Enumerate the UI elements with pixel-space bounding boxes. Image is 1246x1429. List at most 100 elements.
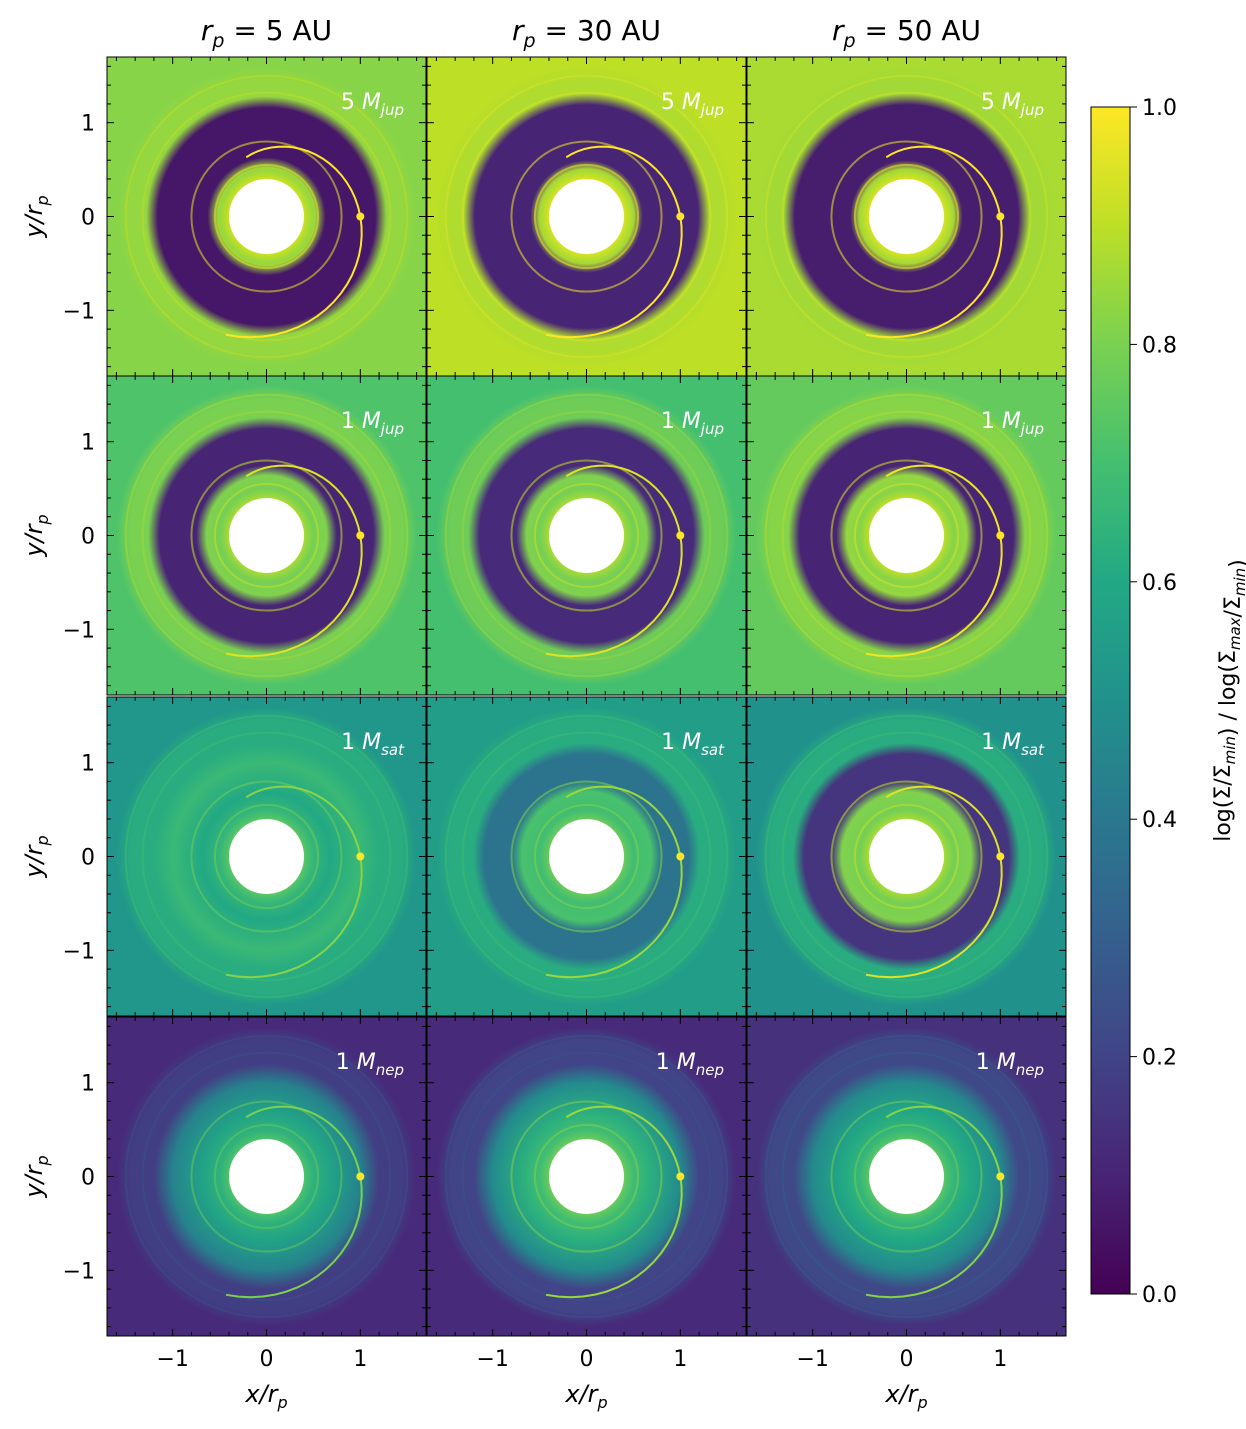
x-axis-label: x/rp bbox=[564, 1380, 607, 1412]
density-ring bbox=[124, 74, 409, 359]
density-ring bbox=[190, 459, 343, 612]
panel-r2-c1 bbox=[427, 697, 746, 1016]
y-axis-label: y/rp bbox=[20, 514, 52, 557]
density-ring bbox=[461, 1051, 712, 1302]
spiral-wake-inner bbox=[885, 1105, 1002, 1177]
mass-label: 1 Mnep bbox=[336, 1050, 404, 1079]
x-axis-label: x/rp bbox=[244, 1380, 287, 1412]
spiral-wake-outer bbox=[225, 1176, 363, 1299]
density-ring bbox=[444, 74, 729, 359]
inner-boundary-hole bbox=[548, 1138, 625, 1215]
colorbar-tick-label: 0.2 bbox=[1142, 1046, 1177, 1071]
planet-marker bbox=[996, 212, 1005, 221]
density-ring bbox=[124, 393, 409, 678]
inner-boundary-hole bbox=[868, 818, 945, 895]
spiral-wake-outer bbox=[225, 535, 363, 658]
density-ring bbox=[510, 459, 663, 612]
spiral-wake-inner bbox=[885, 464, 1002, 536]
x-tick-label: 0 bbox=[900, 1347, 914, 1372]
density-ring bbox=[124, 714, 409, 999]
y-tick-label: −1 bbox=[63, 299, 95, 324]
panel-r0-c2 bbox=[747, 57, 1066, 376]
density-ring bbox=[533, 163, 640, 270]
density-ring bbox=[213, 1123, 320, 1230]
inner-boundary-hole bbox=[548, 818, 625, 895]
mass-label: 5 Mjup bbox=[341, 90, 404, 119]
density-ring bbox=[190, 140, 343, 293]
mass-label: 1 Msat bbox=[661, 730, 725, 759]
density-ring bbox=[853, 1123, 960, 1230]
y-axis-label: y/rp bbox=[20, 1155, 52, 1198]
spiral-wake-inner bbox=[565, 145, 682, 217]
panel-r3-c0 bbox=[107, 1017, 426, 1336]
panel-r1-c0 bbox=[107, 376, 426, 695]
density-ring bbox=[853, 163, 960, 270]
colorbar-tick-label: 0.4 bbox=[1142, 808, 1177, 833]
density-ring bbox=[213, 163, 320, 270]
y-axis-label: y/rp bbox=[20, 195, 52, 238]
density-ring bbox=[830, 459, 983, 612]
x-tick-label: −1 bbox=[476, 1347, 508, 1372]
inner-boundary-hole bbox=[228, 818, 305, 895]
colorbar-tick-label: 0.8 bbox=[1142, 333, 1177, 358]
density-ring bbox=[830, 780, 983, 933]
x-axis-label: x/rp bbox=[884, 1380, 927, 1412]
spiral-wake-inner bbox=[245, 785, 362, 857]
y-axis-label: y/rp bbox=[20, 835, 52, 878]
density-ring bbox=[510, 140, 663, 293]
spiral-wake-outer bbox=[865, 216, 1003, 339]
density-ring bbox=[190, 1100, 343, 1253]
column-title: rp = 30 AU bbox=[512, 14, 661, 52]
y-tick-label: 1 bbox=[81, 1072, 95, 1097]
density-ring bbox=[444, 1034, 729, 1319]
planet-marker bbox=[356, 852, 365, 861]
spiral-wake-outer bbox=[865, 856, 1003, 979]
x-tick-label: 1 bbox=[673, 1347, 687, 1372]
mass-label: 1 Msat bbox=[341, 730, 405, 759]
density-ring bbox=[830, 1100, 983, 1253]
inner-boundary-hole bbox=[868, 497, 945, 574]
panel-r2-c2 bbox=[747, 697, 1066, 1016]
mass-label: 1 Msat bbox=[981, 730, 1045, 759]
y-tick-label: 0 bbox=[81, 846, 95, 871]
planet-marker bbox=[996, 531, 1005, 540]
planet-marker bbox=[356, 1172, 365, 1181]
spiral-wake-outer bbox=[545, 1176, 683, 1299]
x-tick-label: 1 bbox=[993, 1347, 1007, 1372]
colorbar-gradient bbox=[1091, 107, 1130, 1294]
mass-label: 1 Mjup bbox=[661, 409, 724, 438]
density-ring bbox=[213, 482, 320, 589]
panels-layer bbox=[107, 57, 1066, 1336]
spiral-wake-inner bbox=[565, 785, 682, 857]
spiral-wake-outer bbox=[545, 535, 683, 658]
y-tick-label: 0 bbox=[81, 1166, 95, 1191]
panel-r2-c0 bbox=[107, 697, 426, 1016]
panel-r3-c1 bbox=[427, 1017, 746, 1336]
inner-boundary-hole bbox=[548, 178, 625, 255]
mass-label: 1 Mjup bbox=[981, 409, 1044, 438]
density-ring bbox=[141, 1051, 392, 1302]
y-tick-label: 1 bbox=[81, 752, 95, 777]
panel-r1-c2 bbox=[747, 376, 1066, 695]
density-ring bbox=[141, 410, 392, 661]
x-tick-label: −1 bbox=[156, 1347, 188, 1372]
spiral-wake-inner bbox=[565, 1105, 682, 1177]
density-ring bbox=[533, 1123, 640, 1230]
density-ring bbox=[461, 731, 712, 982]
inner-boundary-hole bbox=[228, 178, 305, 255]
density-ring bbox=[764, 393, 1049, 678]
density-ring bbox=[190, 780, 343, 933]
spiral-wake-inner bbox=[245, 145, 362, 217]
density-ring bbox=[781, 410, 1032, 661]
colorbar-label: log(Σ/Σmin) / log(Σmax/Σmin) bbox=[1211, 559, 1246, 842]
density-ring bbox=[533, 482, 640, 589]
colorbar-tick-label: 0.0 bbox=[1142, 1283, 1177, 1308]
mass-label: 5 Mjup bbox=[661, 90, 724, 119]
spiral-wake-outer bbox=[865, 535, 1003, 658]
inner-boundary-hole bbox=[868, 1138, 945, 1215]
planet-marker bbox=[356, 212, 365, 221]
density-ring bbox=[781, 1051, 1032, 1302]
spiral-wake-inner bbox=[885, 785, 1002, 857]
y-tick-label: −1 bbox=[63, 1259, 95, 1284]
